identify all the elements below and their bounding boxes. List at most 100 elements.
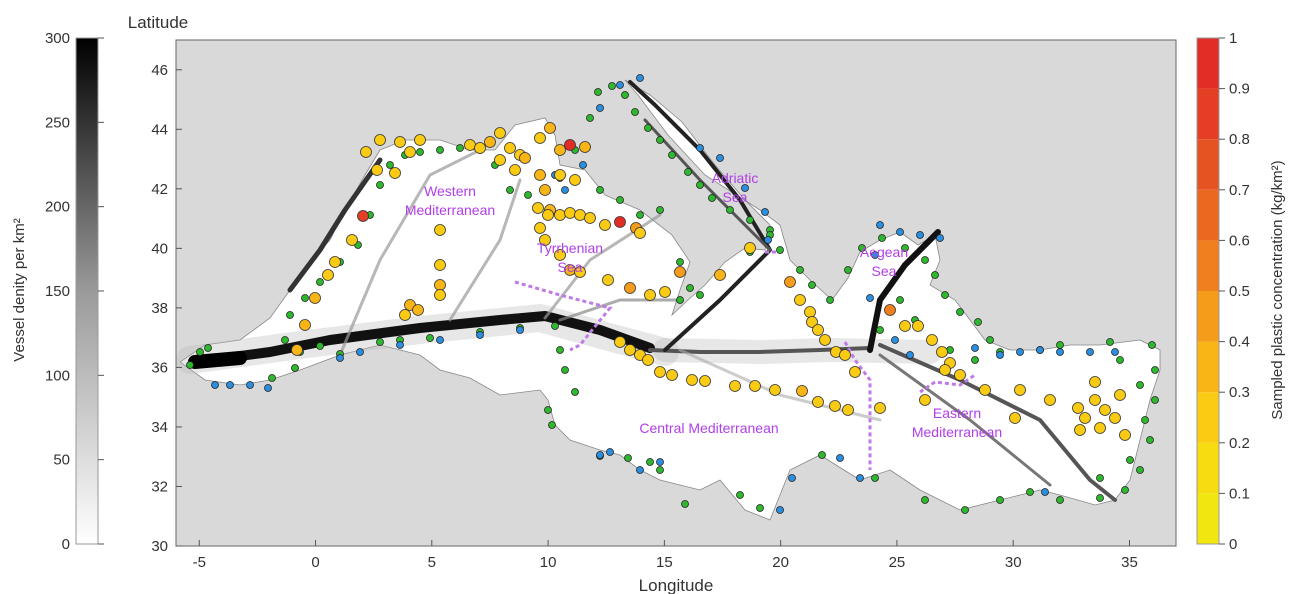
coastal-sample-point [756,504,764,512]
plastic-sample-point [434,289,446,301]
plastic-colorbar-tick-label: 0 [1229,536,1237,553]
plastic-colorbar-band [1197,442,1219,494]
region-label-adriatic-2: Sea [723,189,748,205]
plastic-sample-point [484,136,496,148]
region-label-aegean-1: Aegean [860,244,908,260]
coastal-sample-point [456,144,464,152]
plastic-sample-point [699,375,711,387]
plastic-sample-point [414,134,426,146]
x-tick-label: 35 [1121,554,1138,571]
coastal-sample-point [996,496,1004,504]
plastic-sample-point [899,320,911,332]
coastal-sample-point [204,344,212,352]
plastic-sample-point [584,212,596,224]
coastal-sample-point [264,384,272,392]
coastal-sample-point [1016,348,1024,356]
plastic-colorbar-tick-label: 0.5 [1229,283,1250,300]
coastal-sample-point [621,91,629,99]
coastal-sample-point [668,151,676,159]
plastic-sample-point [569,174,581,186]
plastic-sample-point [564,207,576,219]
coastal-sample-point [426,334,434,342]
coastal-sample-point [336,354,344,362]
plastic-sample-point [291,344,303,356]
plastic-sample-point [309,292,321,304]
coastal-sample-point [1151,366,1159,374]
plastic-colorbar-label: Sampled plastic concentration (kg/km²) [1269,160,1286,419]
coastal-sample-point [826,296,834,304]
plastic-sample-point [1014,384,1026,396]
coastal-sample-point [956,308,964,316]
plastic-colorbar-band [1197,240,1219,291]
plastic-sample-point [674,266,686,278]
coastal-sample-point [1056,496,1064,504]
plastic-colorbar-band [1197,139,1219,190]
x-tick-label: 0 [311,554,319,571]
plastic-concentration-colorbar: 0 0.1 0.2 0.3 0.4 0.5 0.6 0.7 0.8 0.9 1 Sampled pl… [1196,30,1286,553]
plastic-sample-point [749,380,761,392]
x-tick-label: 5 [428,554,436,571]
plastic-sample-point [642,354,654,366]
coastal-sample-point [971,356,979,364]
coastal-sample-point [921,496,929,504]
coastal-sample-point [776,506,784,514]
plastic-sample-point [360,146,372,158]
coastal-sample-point [1041,488,1049,496]
plastic-sample-point [519,152,531,164]
plastic-sample-point [939,364,951,376]
coastal-sample-point [596,186,604,194]
plastic-sample-point [729,380,741,392]
plastic-sample-point [394,136,406,148]
coastal-sample-point [596,104,604,112]
coastal-sample-point [376,338,384,346]
plastic-sample-point [434,279,446,291]
coastal-sample-point [684,168,692,176]
plastic-sample-point [322,269,334,281]
coastal-sample-point [211,381,219,389]
plastic-sample-point [504,142,516,154]
plastic-sample-point [564,139,576,151]
region-label-eastern-1: Eastern [933,405,981,421]
coastal-sample-point [316,342,324,350]
coastal-sample-point [226,381,234,389]
x-tick-label: 15 [656,554,673,571]
plastic-sample-point [474,142,486,154]
coastal-sample-point [556,346,564,354]
plastic-sample-point [464,139,476,151]
coastal-sample-point [646,458,654,466]
x-tick-label: 25 [889,554,906,571]
plastic-sample-point [686,374,698,386]
y-axis-title: Latitude [128,13,189,32]
coastal-sample-point [996,351,1004,359]
coastal-sample-point [268,374,276,382]
coastal-sample-point [871,251,879,259]
y-tick-label: 46 [151,62,168,79]
plastic-sample-point [769,384,781,396]
coastal-sample-point [866,294,874,302]
y-tick-label: 42 [151,181,168,198]
x-axis-ticks: -5 0 5 10 15 20 25 30 35 [193,540,1138,571]
region-label-adriatic-1: Adriatic [712,170,759,186]
plastic-sample-point [434,259,446,271]
coastal-sample-point [396,341,404,349]
plastic-sample-point [574,209,586,221]
plastic-colorbar-band [1197,341,1219,393]
coastal-sample-point [1146,436,1154,444]
coastal-sample-point [356,348,364,356]
plastic-sample-point [602,274,614,286]
plastic-sample-point [494,127,506,139]
plastic-sample-point [579,141,591,153]
plastic-colorbar-band [1197,38,1219,89]
plastic-sample-point [1114,389,1126,401]
coastal-sample-point [1086,348,1094,356]
plastic-sample-point [884,304,896,316]
plastic-colorbar-tick-label: 0.7 [1229,182,1250,199]
plastic-colorbar-tick-label: 0.3 [1229,384,1250,401]
region-label-central: Central Mediterranean [639,420,778,436]
plastic-sample-point [812,324,824,336]
coastal-sample-point [921,256,929,264]
vessel-colorbar-tick-label: 150 [45,283,70,300]
plastic-sample-point [329,256,341,268]
coastal-sample-point [1148,341,1156,349]
coastal-sample-point [681,500,689,508]
